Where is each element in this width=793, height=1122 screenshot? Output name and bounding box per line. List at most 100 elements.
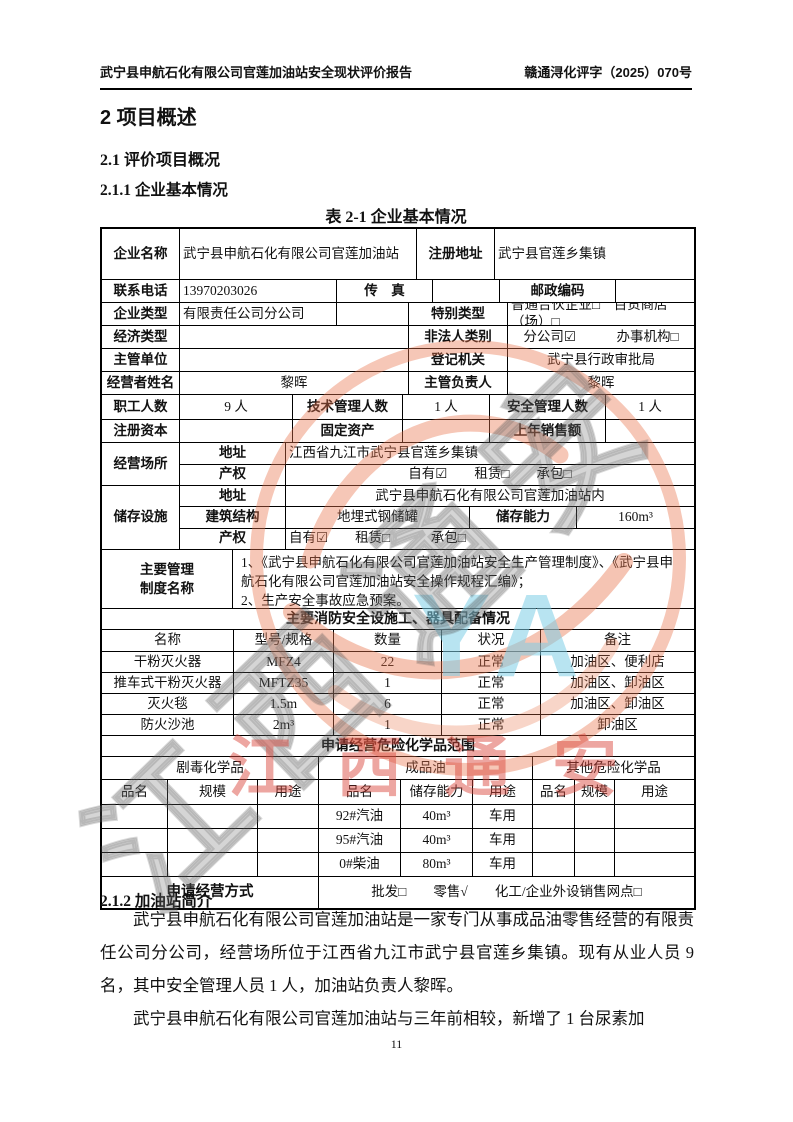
premises-ownership-value: 自有☑ 租赁□ 承包□	[285, 464, 694, 485]
fixed-assets-value	[402, 420, 489, 442]
company-type-label: 企业类型	[113, 305, 168, 321]
table-cell	[574, 853, 614, 876]
table-cell	[167, 829, 257, 852]
capital-value	[179, 420, 292, 442]
section-heading-2-1: 2.1 评价项目概况	[100, 152, 221, 169]
mgmt-system-text: 1、《武宁县申航石化有限公司官莲加油站安全生产管理制度》、《武宁县申航石化有限公…	[236, 551, 691, 608]
fax-value	[432, 280, 499, 302]
structure-value: 地埋式钢储罐	[285, 507, 469, 528]
table-row: 95#汽油 40m³ 车用	[102, 828, 694, 852]
fire-col-name: 名称	[154, 632, 181, 648]
header-left-title: 武宁县申航石化有限公司官莲加油站安全现状评价报告	[100, 65, 413, 80]
chem-col: 规模	[574, 780, 614, 804]
chem-col: 品名	[318, 780, 400, 804]
operator-label: 经营者姓名	[106, 374, 175, 390]
company-type-value: 有限责任公司分公司	[179, 303, 336, 325]
principal-label: 主管负责人	[408, 372, 507, 394]
staff-value: 9 人	[179, 395, 292, 419]
paragraph-2: 武宁县申航石化有限公司官莲加油站与三年前相较，新增了 1 台尿素加	[133, 1009, 645, 1028]
fuel-use: 车用	[472, 853, 532, 876]
table-cell	[614, 853, 694, 876]
mgmt-item-2: 2、生产安全事故应急预案。	[241, 593, 410, 608]
postcode-label: 邮政编码	[499, 280, 615, 302]
premises-ownership-label: 产权	[219, 466, 246, 482]
phone-label: 联系电话	[113, 282, 168, 298]
table-cell	[614, 829, 694, 852]
structure-label: 建筑结构	[205, 509, 260, 525]
fire-section-title: 主要消防安全设施工、器具配备情况	[286, 610, 510, 627]
sales-label: 上年销售额	[489, 420, 605, 442]
tech-staff-label: 技术管理人数	[292, 395, 402, 419]
paragraph-1: 武宁县申航石化有限公司官莲加油站是一家专门从事成品油零售经营的有限责任公司分公司…	[100, 910, 694, 995]
table-row: 92#汽油 40m³ 车用	[102, 804, 694, 828]
principal-value: 黎晖	[507, 372, 694, 394]
fire-col-qty: 数量	[333, 630, 441, 651]
premises-addr-label: 地址	[219, 444, 246, 460]
safety-staff-value: 1 人	[605, 395, 694, 419]
premises-addr-value: 江西省九江市武宁县官莲乡集镇	[285, 443, 694, 464]
mode-label: 申请经营方式	[166, 884, 254, 901]
tech-staff-value: 1 人	[402, 395, 489, 419]
mgmt-system-value: 1、《武宁县申航石化有限公司官莲加油站安全生产管理制度》、《武宁县申航石化有限公…	[232, 550, 694, 608]
fire-name: 干粉灭火器	[133, 653, 202, 669]
table-cell	[102, 829, 167, 852]
fuel-capacity: 80m³	[400, 853, 472, 876]
table-cell	[336, 303, 408, 325]
table-cell	[257, 853, 318, 876]
storage-addr-value: 武宁县申航石化有限公司官莲加油站内	[285, 486, 694, 507]
fire-status: 正常	[441, 694, 540, 714]
mgmt-item-1: 1、《武宁县申航石化有限公司官莲加油站安全生产管理制度》、《武宁县申航石化有限公…	[241, 555, 673, 589]
chem-col: 品名	[532, 780, 574, 804]
special-type-value: 普通合伙企业□ 百货商店（场）□	[507, 303, 694, 325]
table-cell	[102, 853, 167, 876]
mgmt-system-label: 主要管理 制度名称	[102, 550, 232, 608]
chem-group-other: 其他危险化学品	[532, 757, 694, 779]
storage-ownership-value: 自有☑ 租赁□ 承包□	[285, 528, 694, 549]
capital-label: 注册资本	[113, 422, 168, 438]
fuel-capacity: 40m³	[400, 829, 472, 852]
table-cell	[532, 805, 574, 828]
header-rule	[100, 88, 692, 90]
premises-label: 经营场所	[113, 455, 168, 471]
header-right-doc-number: 赣通浔化评字（2025）070号	[524, 65, 692, 80]
reg-address-value: 武宁县官莲乡集镇	[494, 229, 694, 279]
capacity-value: 160m³	[576, 507, 694, 528]
economic-type-value	[179, 326, 408, 348]
fire-qty: 6	[333, 694, 441, 714]
storage-ownership-label: 产权	[219, 530, 246, 546]
section-heading-2: 2 项目概述	[100, 107, 197, 129]
fire-model: MFTZ35	[233, 673, 333, 693]
fire-model: 2m³	[233, 715, 333, 735]
table-cell	[574, 805, 614, 828]
fire-note: 加油区、卸油区	[540, 673, 694, 693]
intro-paragraphs: 武宁县申航石化有限公司官莲加油站是一家专门从事成品油零售经营的有限责任公司分公司…	[100, 903, 694, 1035]
chem-group-fuel: 成品油	[318, 757, 532, 779]
storage-addr-label: 地址	[219, 487, 246, 503]
table-cell	[257, 829, 318, 852]
economic-type-label: 经济类型	[113, 328, 168, 344]
section-heading-2-1-1: 2.1.1 企业基本情况	[100, 182, 228, 199]
nonlegal-label: 非法人类别	[408, 326, 507, 348]
table-cell	[532, 853, 574, 876]
fuel-use: 车用	[472, 805, 532, 828]
company-info-table: 企业名称 武宁县申航石化有限公司官莲加油站 注册地址 武宁县官莲乡集镇 联系电话…	[100, 227, 696, 910]
registry-value: 武宁县行政审批局	[507, 349, 694, 371]
registry-label: 登记机关	[408, 349, 507, 371]
fire-qty: 22	[333, 652, 441, 672]
supervisor-value	[179, 349, 408, 371]
fire-note: 加油区、便利店	[540, 652, 694, 672]
fuel-name: 95#汽油	[318, 829, 400, 852]
table-cell	[102, 805, 167, 828]
chem-col: 用途	[257, 780, 318, 804]
table-row: 干粉灭火器 MFZ4 22 正常 加油区、便利店	[102, 651, 694, 672]
mgmt-system-label-line2: 制度名称	[140, 581, 194, 596]
table-cell	[257, 805, 318, 828]
page-number: 11	[390, 1037, 403, 1051]
fire-name: 灭火毯	[147, 695, 188, 711]
fixed-assets-label: 固定资产	[292, 420, 402, 442]
phone-value: 13970203026	[179, 280, 336, 302]
sales-value	[605, 420, 694, 442]
fuel-use: 车用	[472, 829, 532, 852]
safety-staff-label: 安全管理人数	[489, 395, 605, 419]
nonlegal-value: 分公司☑ 办事机构□	[507, 326, 694, 348]
